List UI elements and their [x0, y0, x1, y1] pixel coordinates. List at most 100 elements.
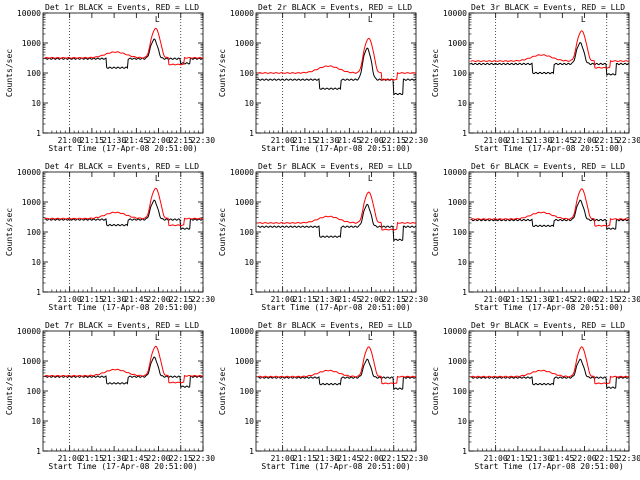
y-tick-label: 100	[240, 69, 255, 78]
x-tick-label: 21:00	[58, 136, 82, 145]
y-axis-label: Counts/sec	[5, 367, 14, 415]
x-tick-label: 22:00	[147, 136, 171, 145]
series-lld-line	[470, 346, 630, 385]
y-tick-label: 100	[27, 69, 42, 78]
x-tick-label: 21:15	[293, 454, 317, 463]
x-tick-label: 21:45	[337, 295, 361, 304]
x-tick-label: 21:45	[124, 454, 148, 463]
x-axis-label: Start Time (17-Apr-08 20:51:00)	[48, 303, 197, 312]
y-tick-label: 1	[462, 288, 467, 297]
x-tick-label: 21:00	[484, 136, 508, 145]
x-tick-label: 21:30	[528, 136, 552, 145]
x-tick-label: 22:30	[191, 136, 215, 145]
y-tick-label: 10000	[443, 168, 467, 177]
series-events-line	[257, 47, 417, 96]
series-lld-line	[44, 187, 204, 227]
panel-title: Det 8r BLACK = Events, RED = LLD	[258, 321, 412, 330]
x-tick-label: 22:00	[360, 136, 384, 145]
detector-panel: Det 4r BLACK = Events, RED = LLD 1 10 100 10…	[5, 162, 215, 312]
y-axis-label: Counts/sec	[431, 367, 440, 415]
plot-frame	[255, 171, 417, 293]
detector-panel: Det 2r BLACK = Events, RED = LLD 1 10 100 10…	[218, 3, 428, 153]
x-tick-label: 21:00	[484, 295, 508, 304]
y-tick-label: 1000	[448, 357, 467, 366]
x-tick-label: 21:45	[550, 454, 574, 463]
plot-frame	[255, 330, 417, 452]
x-tick-label: 21:00	[271, 136, 295, 145]
panel-title: Det 9r BLACK = Events, RED = LLD	[471, 321, 625, 330]
series-lld-line	[257, 346, 417, 385]
x-tick-label: 21:30	[102, 295, 126, 304]
x-tick-label: 22:00	[147, 454, 171, 463]
panel-title: Det 1r BLACK = Events, RED = LLD	[45, 3, 199, 12]
series-events-line	[44, 38, 204, 70]
x-axis-label: Start Time (17-Apr-08 20:51:00)	[48, 462, 197, 471]
x-axis-label: Start Time (17-Apr-08 20:51:00)	[474, 462, 623, 471]
y-tick-label: 1000	[235, 39, 254, 48]
x-tick-label: 21:15	[80, 454, 104, 463]
x-tick-label: 22:30	[404, 454, 428, 463]
x-tick-label: 21:00	[484, 454, 508, 463]
y-tick-label: 100	[240, 228, 255, 237]
y-tick-label: 1000	[448, 39, 467, 48]
x-tick-label: 22:30	[191, 454, 215, 463]
x-tick-label: 22:15	[169, 136, 193, 145]
x-tick-label: 22:15	[382, 454, 406, 463]
y-tick-label: 1000	[235, 357, 254, 366]
y-tick-label: 10000	[230, 9, 254, 18]
y-tick-label: 10	[244, 417, 254, 426]
y-tick-label: 100	[453, 69, 468, 78]
x-tick-label: 22:00	[360, 454, 384, 463]
x-tick-label: 22:00	[360, 295, 384, 304]
y-tick-label: 100	[240, 387, 255, 396]
y-tick-label: 10	[457, 99, 467, 108]
x-tick-label: 21:30	[528, 295, 552, 304]
flag-marker-label: L	[155, 174, 160, 183]
y-tick-label: 10000	[17, 168, 41, 177]
x-tick-label: 21:45	[550, 295, 574, 304]
panel-title: Det 5r BLACK = Events, RED = LLD	[258, 162, 412, 171]
x-tick-label: 21:00	[58, 454, 82, 463]
x-tick-label: 21:15	[293, 295, 317, 304]
x-tick-label: 22:15	[382, 295, 406, 304]
plot-frame	[42, 12, 204, 134]
x-tick-label: 22:15	[169, 454, 193, 463]
detector-panel: Det 1r BLACK = Events, RED = LLD 1 10 100 10…	[5, 3, 215, 153]
y-tick-label: 10	[31, 99, 41, 108]
y-tick-label: 1	[249, 447, 254, 456]
y-tick-label: 10000	[230, 168, 254, 177]
y-tick-label: 10	[457, 258, 467, 267]
series-events-line	[257, 203, 417, 242]
x-tick-label: 22:00	[573, 295, 597, 304]
panel-title: Det 7r BLACK = Events, RED = LLD	[45, 321, 199, 330]
y-tick-label: 1000	[22, 357, 41, 366]
flag-marker-label: L	[155, 333, 160, 342]
detector-panel: Det 9r BLACK = Events, RED = LLD 1 10 100 10…	[431, 321, 640, 471]
series-lld-line	[44, 345, 203, 384]
flag-marker-label: L	[368, 174, 373, 183]
x-tick-label: 21:15	[80, 136, 104, 145]
y-tick-label: 10000	[17, 9, 41, 18]
x-tick-label: 22:30	[617, 295, 640, 304]
series-lld-line	[257, 37, 417, 81]
x-tick-label: 22:30	[617, 454, 640, 463]
detector-panel: Det 5r BLACK = Events, RED = LLD 1 10 100 10…	[218, 162, 428, 312]
series-lld-line	[257, 191, 417, 231]
y-tick-label: 1	[36, 129, 41, 138]
x-tick-label: 21:30	[102, 136, 126, 145]
x-tick-label: 21:30	[528, 454, 552, 463]
detector-panel: Det 6r BLACK = Events, RED = LLD 1 10 100 10…	[431, 162, 640, 312]
x-tick-label: 22:15	[382, 136, 406, 145]
flag-marker-label: L	[368, 333, 373, 342]
detector-panel: Det 3r BLACK = Events, RED = LLD 1 10 100 10…	[431, 3, 640, 153]
x-tick-label: 21:45	[124, 295, 148, 304]
x-axis-label: Start Time (17-Apr-08 20:51:00)	[48, 144, 197, 153]
y-tick-label: 10000	[230, 327, 254, 336]
x-tick-label: 22:00	[147, 295, 171, 304]
y-tick-label: 10000	[17, 327, 41, 336]
x-tick-label: 21:00	[271, 295, 295, 304]
series-events-line	[470, 41, 630, 76]
y-axis-label: Counts/sec	[431, 49, 440, 97]
series-lld-line	[44, 27, 203, 66]
